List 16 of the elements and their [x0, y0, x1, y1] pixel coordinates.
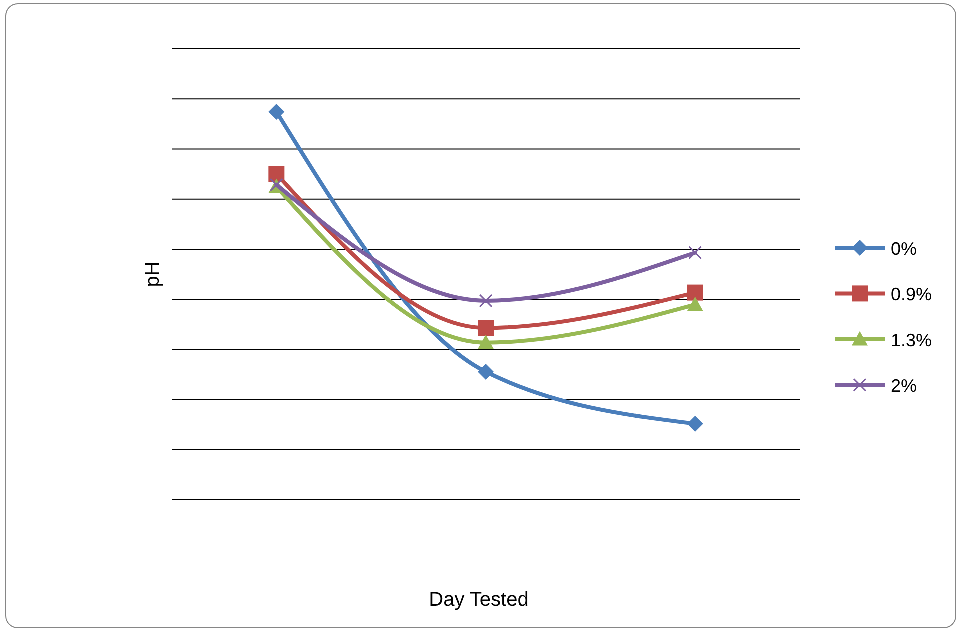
- legend-label: 0%: [891, 239, 918, 259]
- point: [478, 334, 494, 350]
- legend-label: 1.3%: [891, 330, 932, 350]
- y-axis-title: pH: [142, 262, 164, 288]
- point: [478, 364, 494, 380]
- point: [687, 296, 704, 312]
- point: [687, 416, 704, 432]
- point: [479, 294, 493, 308]
- x-axis-title: Day Tested: [429, 589, 529, 611]
- legend-label: 2%: [891, 376, 918, 396]
- point: [268, 166, 285, 182]
- point: [687, 284, 704, 301]
- point: [688, 246, 702, 260]
- point: [478, 320, 494, 336]
- point: [268, 104, 285, 120]
- legend-label: 0.9%: [891, 284, 932, 305]
